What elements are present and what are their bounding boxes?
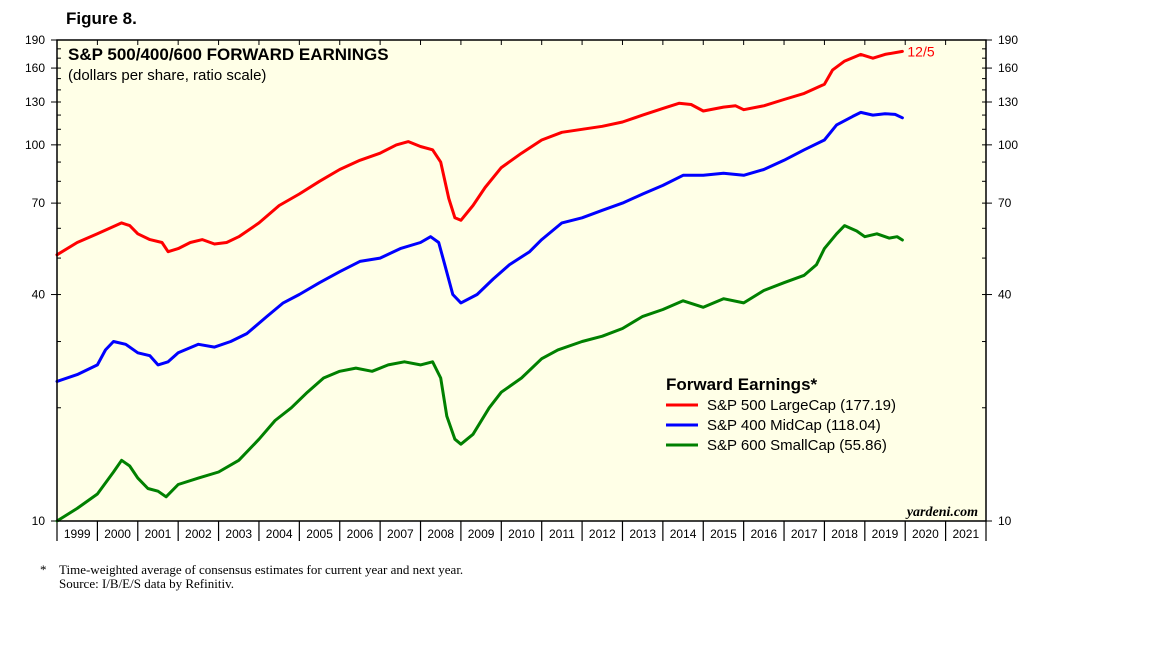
series-line-2 xyxy=(55,224,904,523)
footnote: * Time-weighted average of consensus esti… xyxy=(40,563,463,591)
legend-entry-2: S&P 600 SmallCap (55.86) xyxy=(707,437,887,454)
series-line-0 xyxy=(55,49,904,257)
x-tick-label: 2001 xyxy=(145,527,172,541)
y-tick-label-right: 10 xyxy=(998,514,1012,528)
chart-title: S&P 500/400/600 FORWARD EARNINGS xyxy=(68,45,389,64)
x-tick-label: 2013 xyxy=(629,527,656,541)
y-tick-label-right: 40 xyxy=(998,288,1012,302)
plot-area xyxy=(57,40,986,521)
x-tick-label: 2018 xyxy=(831,527,858,541)
x-tick-label: 2012 xyxy=(589,527,616,541)
x-tick-label: 2000 xyxy=(104,527,131,541)
y-tick-label-left: 190 xyxy=(25,33,45,47)
x-tick-label: 2020 xyxy=(912,527,939,541)
chart-subtitle: (dollars per share, ratio scale) xyxy=(68,67,266,84)
series-group xyxy=(55,49,904,523)
y-tick-label-right: 130 xyxy=(998,95,1018,109)
x-tick-label: 2011 xyxy=(549,527,575,541)
chart: 10 10 40 40 70 70 100 100 130 130 160 160 190 190 199… xyxy=(25,33,1018,541)
legend-title: Forward Earnings* xyxy=(666,375,818,394)
footnote-note: Time-weighted average of consensus estim… xyxy=(59,562,464,577)
x-axis: 1999 2000 2001 2002 2003 2004 2005 2006 2007 2008… xyxy=(56,40,987,541)
x-tick-label: 2016 xyxy=(750,527,777,541)
x-tick-label: 1999 xyxy=(64,527,91,541)
x-tick-label: 2019 xyxy=(872,527,899,541)
y-tick-label-right: 100 xyxy=(998,138,1018,152)
footnote-note-line: * Time-weighted average of consensus esti… xyxy=(40,563,463,577)
legend-entry-1: S&P 400 MidCap (118.04) xyxy=(707,417,881,434)
x-tick-label: 2010 xyxy=(508,527,535,541)
x-tick-label: 2007 xyxy=(387,527,414,541)
y-tick-label-left: 100 xyxy=(25,138,45,152)
x-tick-label: 2021 xyxy=(952,527,979,541)
y-tick-label-left: 160 xyxy=(25,61,45,75)
x-tick-label: 2006 xyxy=(347,527,374,541)
end-date-annotation: 12/5 xyxy=(907,43,934,59)
series-line-1 xyxy=(55,110,904,383)
footnote-source: Source: I/B/E/S data by Refinitiv. xyxy=(59,576,234,591)
watermark: yardeni.com xyxy=(905,505,978,520)
y-tick-label-left: 70 xyxy=(32,196,46,210)
x-tick-label: 2004 xyxy=(266,527,293,541)
x-tick-label: 2015 xyxy=(710,527,737,541)
y-tick-label-right: 160 xyxy=(998,61,1018,75)
y-tick-label-right: 190 xyxy=(998,33,1018,47)
x-tick-label: 2005 xyxy=(306,527,333,541)
y-tick-label-left: 10 xyxy=(32,514,46,528)
x-tick-label: 2002 xyxy=(185,527,212,541)
y-tick-label-left: 40 xyxy=(32,288,46,302)
x-tick-label: 2017 xyxy=(791,527,818,541)
figure-label: Figure 8. xyxy=(66,9,137,28)
x-tick-label: 2008 xyxy=(427,527,454,541)
y-tick-label-right: 70 xyxy=(998,196,1012,210)
x-tick-label: 2009 xyxy=(468,527,495,541)
legend-entry-0: S&P 500 LargeCap (177.19) xyxy=(707,397,896,414)
y-tick-label-left: 130 xyxy=(25,95,45,109)
x-tick-label: 2003 xyxy=(225,527,252,541)
plot-frame xyxy=(56,39,987,522)
legend: Forward Earnings* S&P 500 LargeCap (177.… xyxy=(666,375,896,454)
x-tick-label: 2014 xyxy=(670,527,697,541)
footnote-marker: * xyxy=(40,562,47,577)
